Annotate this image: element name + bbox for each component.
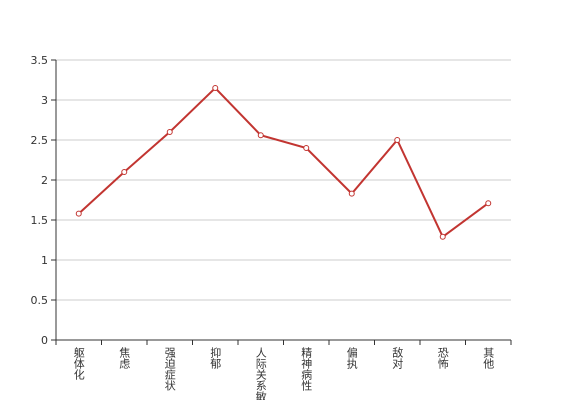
x-tick-label: 焦虑 — [118, 347, 131, 369]
point — [75, 210, 82, 217]
x-tick-label: 抑郁 — [209, 346, 222, 369]
y-tick-label: 0 — [41, 334, 48, 347]
x-tick-label: 其他 — [482, 347, 495, 369]
y-tick-label: 3 — [41, 94, 48, 107]
y-tick-label: 1 — [41, 254, 48, 267]
y-tick-label: 1.5 — [31, 214, 49, 227]
point — [348, 190, 355, 197]
y-tick-label: 2.5 — [31, 134, 49, 147]
x-tick-label: 人际关系敏感 — [254, 347, 267, 400]
point — [121, 169, 128, 175]
y-tick-label: 0.5 — [31, 294, 49, 307]
point — [166, 129, 173, 135]
x-tick-label: 强迫症状 — [163, 347, 176, 391]
x-tick-label: 恐怖 — [436, 347, 449, 369]
line — [78, 86, 489, 239]
point — [394, 137, 401, 143]
x-tick-label: 敌对 — [391, 346, 404, 369]
x-tick-label: 精神病性 — [300, 347, 313, 392]
point — [212, 85, 219, 91]
point — [439, 233, 446, 240]
x-tick-label: 偏执 — [345, 346, 358, 370]
y-tick-label: 3.5 — [31, 54, 49, 67]
y-tick-label: 2 — [41, 174, 48, 187]
point — [303, 145, 310, 151]
point — [257, 132, 264, 139]
x-tick-label: 躯体化 — [72, 347, 85, 381]
point — [485, 200, 492, 207]
